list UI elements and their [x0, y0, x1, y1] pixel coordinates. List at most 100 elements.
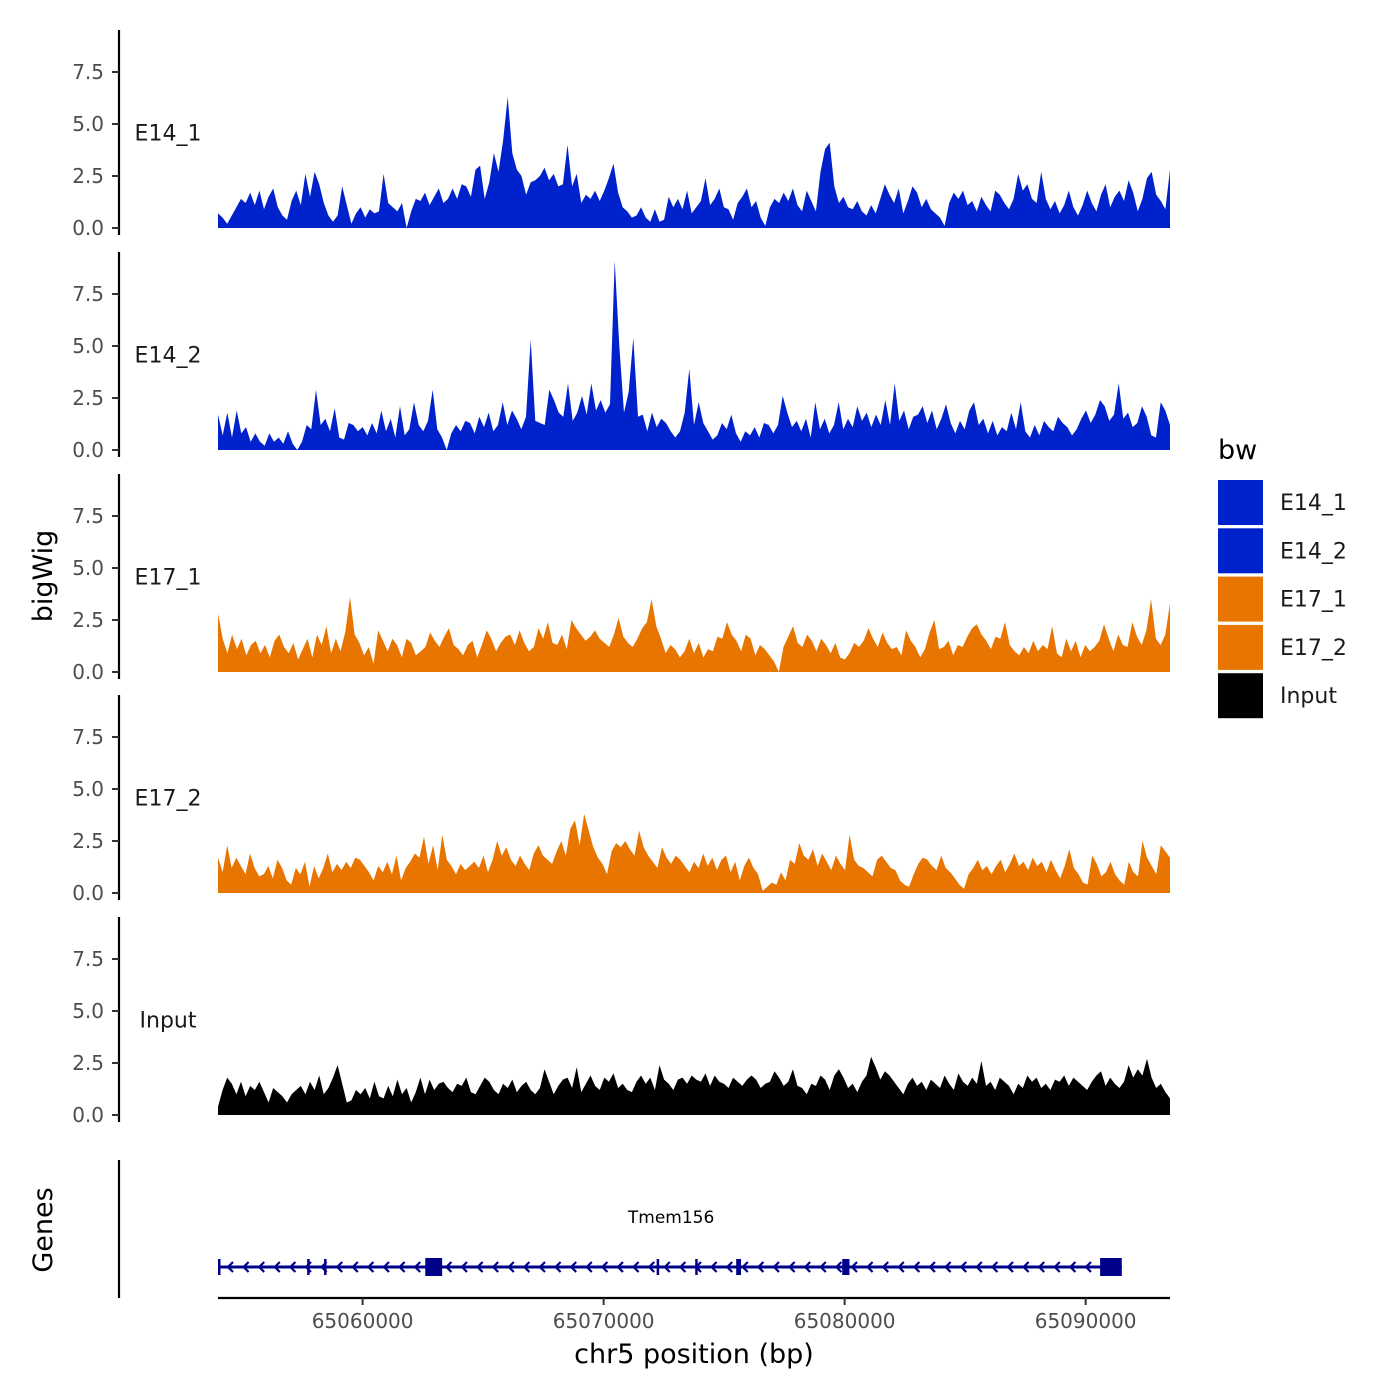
y-tick-label: 7.5 [72, 504, 104, 528]
track-label: E14_1 [135, 122, 202, 147]
y-tick-label: 2.5 [72, 608, 104, 632]
exon [695, 1259, 698, 1275]
y-tick-label: 2.5 [72, 164, 104, 188]
x-axis-title: chr5 position (bp) [574, 1339, 814, 1370]
track-label: E14_2 [135, 344, 202, 369]
strand-arrow [741, 1261, 749, 1273]
y-tick-label: 0.0 [72, 1103, 104, 1127]
strand-arrow [959, 1261, 967, 1273]
y-axis-title-genes: Genes [28, 1187, 59, 1272]
strand-arrow [569, 1261, 577, 1273]
signal-area [218, 1056, 1170, 1115]
strand-arrow [507, 1261, 515, 1273]
strand-arrow [398, 1261, 406, 1273]
gene-label: Tmem156 [627, 1208, 714, 1228]
track-e14-2: 0.0 2.5 5.0 7.5 E14_2 [72, 252, 1170, 462]
strand-arrow [866, 1261, 874, 1273]
y-tick-label: 5.0 [72, 112, 104, 136]
strand-arrow [772, 1261, 780, 1273]
x-tick-label: 65080000 [794, 1309, 896, 1333]
strand-arrow [912, 1261, 921, 1273]
strand-arrow [226, 1261, 234, 1273]
track-label: Input [140, 1009, 197, 1034]
strand-arrow [366, 1261, 375, 1273]
exon [842, 1259, 850, 1275]
exon [218, 1259, 221, 1275]
legend-label: E17_2 [1280, 636, 1347, 661]
signal-area [218, 260, 1170, 450]
strand-arrow [585, 1261, 593, 1273]
strand-arrow [413, 1261, 421, 1273]
strand-arrow [444, 1261, 453, 1273]
y-tick-label: 5.0 [72, 777, 104, 801]
x-axis: 65060000 65070000 65080000 65090000 [218, 1296, 1170, 1333]
exon [1100, 1258, 1122, 1276]
y-tick-label: 7.5 [72, 282, 104, 306]
legend-swatch [1218, 576, 1263, 622]
gene-track: Tmem156 [117, 1160, 1122, 1298]
y-tick-label: 0.0 [72, 216, 104, 240]
y-tick-label: 7.5 [72, 725, 104, 749]
strand-arrow [476, 1261, 484, 1273]
strand-arrow [1006, 1261, 1014, 1273]
y-tick-label: 2.5 [72, 829, 104, 853]
track-e17-2: 0.0 2.5 5.0 7.5 E17_2 [72, 695, 1170, 905]
strand-arrow [257, 1261, 265, 1273]
y-tick-label: 2.5 [72, 386, 104, 410]
legend-label: E14_2 [1280, 539, 1347, 564]
strand-arrow [803, 1261, 811, 1273]
strand-arrow [1037, 1261, 1045, 1273]
x-tick-label: 65060000 [312, 1309, 414, 1333]
strand-arrow [335, 1261, 343, 1273]
signal-area [218, 597, 1170, 672]
strand-arrow [522, 1261, 531, 1273]
strand-arrow [756, 1261, 765, 1273]
legend-swatch [1218, 528, 1263, 574]
y-tick-label: 7.5 [72, 60, 104, 84]
y-tick-label: 0.0 [72, 438, 104, 462]
legend: bw E14_1 E14_2 E17_1 E17_2 Input [1218, 435, 1347, 719]
strand-arrow [460, 1261, 468, 1273]
exon [736, 1259, 741, 1275]
track-e14-1: 0.0 2.5 5.0 7.5 E14_1 [72, 30, 1170, 240]
track-label: E17_1 [135, 566, 202, 591]
legend-label: E14_1 [1280, 491, 1347, 516]
legend-title: bw [1218, 435, 1257, 466]
strand-arrow [710, 1261, 718, 1273]
y-tick-label: 5.0 [72, 999, 104, 1023]
strand-arrow [678, 1261, 687, 1273]
track-label: E17_2 [135, 787, 202, 812]
strand-arrow [928, 1261, 936, 1273]
y-tick-label: 0.0 [72, 881, 104, 905]
strand-arrow [351, 1261, 359, 1273]
track-e17-1: 0.0 2.5 5.0 7.5 E17_1 [72, 474, 1170, 684]
legend-swatch [1218, 624, 1263, 670]
track-input: 0.0 2.5 5.0 7.5 Input [72, 917, 1170, 1127]
strand-arrow [1084, 1261, 1092, 1273]
strand-arrow [538, 1261, 546, 1273]
strand-arrow [632, 1261, 640, 1273]
strand-arrow [663, 1261, 671, 1273]
bigwig-tracks: 0.0 2.5 5.0 7.5 E14_1 0.0 2.5 5.0 7.5 E14_2 0.0 2.5… [72, 30, 1170, 1127]
strand-arrow [788, 1261, 796, 1273]
legend-swatch [1218, 673, 1263, 719]
strand-arrow [897, 1261, 905, 1273]
strand-arrow [725, 1261, 733, 1273]
legend-swatch [1218, 480, 1263, 525]
strand-arrow [273, 1261, 281, 1273]
y-axis-title-bigwig: bigWig [28, 530, 59, 623]
strand-arrow [600, 1261, 609, 1273]
strand-arrow [288, 1261, 297, 1273]
exon [656, 1259, 660, 1275]
exon [425, 1258, 443, 1276]
strand-arrow [491, 1261, 499, 1273]
strand-arrow [1022, 1261, 1030, 1273]
strand-arrow [834, 1261, 843, 1273]
strand-arrow [944, 1261, 952, 1273]
y-tick-label: 5.0 [72, 556, 104, 580]
strand-arrow [242, 1261, 250, 1273]
strand-arrow [975, 1261, 983, 1273]
signal-area [218, 97, 1170, 228]
